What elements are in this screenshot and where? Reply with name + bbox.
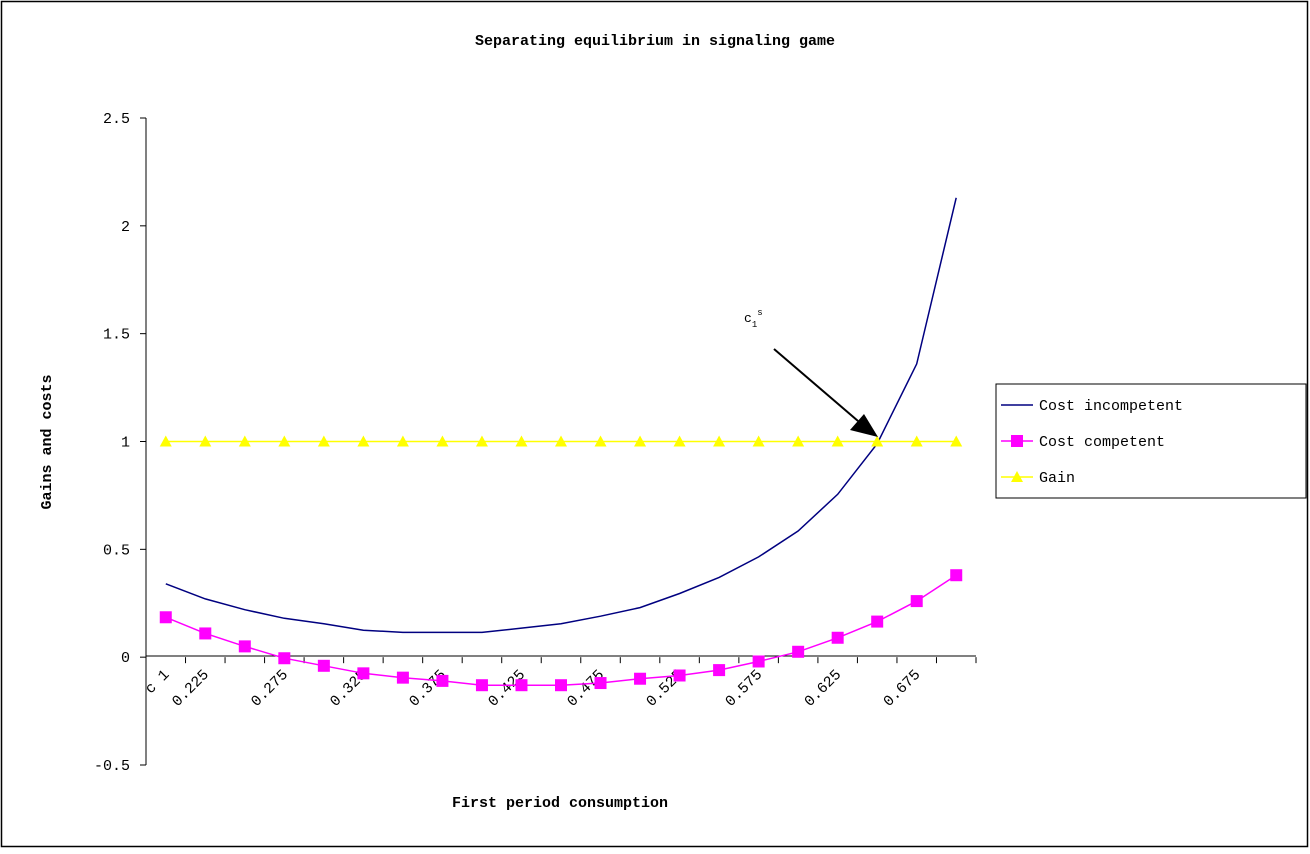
data-point xyxy=(475,679,488,692)
data-point xyxy=(950,569,963,582)
y-tick-label: 2 xyxy=(121,219,130,236)
annotation: c1s xyxy=(744,308,878,437)
data-point xyxy=(752,435,765,447)
y-tick-label: 1.5 xyxy=(103,327,130,344)
data-point xyxy=(159,435,172,447)
legend-swatch-marker xyxy=(1011,471,1023,482)
data-point xyxy=(159,611,172,624)
data-point xyxy=(278,435,291,447)
y-tick-label: 1 xyxy=(121,435,130,452)
data-point xyxy=(357,435,370,447)
data-point xyxy=(357,667,370,680)
y-tick-label: 0.5 xyxy=(103,542,130,559)
data-point xyxy=(673,669,686,682)
data-point xyxy=(910,595,923,608)
y-tick-label: -0.5 xyxy=(94,758,130,775)
legend-item: Cost competent xyxy=(1001,434,1165,451)
series-layer xyxy=(159,197,963,692)
data-point xyxy=(317,435,330,447)
data-point xyxy=(831,631,844,644)
annotation-superscript: s xyxy=(757,308,762,318)
annotation-arrow-shaft xyxy=(773,348,859,422)
data-point xyxy=(871,615,884,628)
legend-item: Gain xyxy=(1001,470,1075,487)
legend: Cost incompetent Cost competent Gain xyxy=(995,383,1307,499)
data-point xyxy=(594,677,607,690)
y-tick-label: 0 xyxy=(121,650,130,667)
data-point xyxy=(475,435,488,447)
data-point xyxy=(752,655,765,668)
legend-label: Cost incompetent xyxy=(1039,398,1183,415)
data-point xyxy=(713,435,726,447)
data-point xyxy=(634,672,647,685)
data-point xyxy=(594,435,607,447)
data-point xyxy=(396,671,409,684)
series-cost-competent xyxy=(159,569,963,692)
data-point xyxy=(792,645,805,658)
series-cost-incompetent xyxy=(165,197,957,634)
data-point xyxy=(199,435,212,447)
legend-label: Cost competent xyxy=(1039,434,1165,451)
data-point xyxy=(910,435,923,447)
data-point xyxy=(396,435,409,447)
data-point xyxy=(238,640,251,653)
data-point xyxy=(555,679,567,692)
data-point xyxy=(634,435,647,447)
legend-items: Cost incompetent Cost competent Gain xyxy=(1001,398,1183,487)
y-ticks: -0.5 0 0.5 1 1.5 2 2.5 xyxy=(94,111,146,775)
data-point xyxy=(238,435,251,447)
y-axis-title: Gains and costs xyxy=(39,374,56,509)
legend-item: Cost incompetent xyxy=(1001,398,1183,415)
data-point xyxy=(278,652,291,665)
legend-box xyxy=(995,383,1307,499)
chart-title: Separating equilibrium in signaling game xyxy=(475,33,835,50)
data-point xyxy=(713,664,726,677)
data-point xyxy=(436,674,449,687)
data-point xyxy=(317,659,330,672)
annotation-subscript: 1 xyxy=(752,320,757,330)
legend-label: Gain xyxy=(1039,470,1075,487)
x-axis-title: First period consumption xyxy=(452,795,668,812)
annotation-label: c1s xyxy=(744,308,763,330)
annotation-main: c xyxy=(744,311,752,326)
data-point xyxy=(555,435,567,447)
annotation-arrow-head xyxy=(850,414,878,437)
legend-swatch-marker xyxy=(1011,435,1023,447)
data-point xyxy=(436,435,449,447)
data-point xyxy=(673,435,686,447)
data-point xyxy=(199,627,212,640)
data-point xyxy=(831,435,844,447)
series-gain xyxy=(159,435,963,447)
data-point xyxy=(515,679,528,692)
series-line xyxy=(165,197,957,634)
data-point xyxy=(515,435,528,447)
data-point xyxy=(950,435,963,447)
data-point xyxy=(792,435,805,447)
data-point xyxy=(871,435,884,447)
y-tick-label: 2.5 xyxy=(103,111,130,128)
